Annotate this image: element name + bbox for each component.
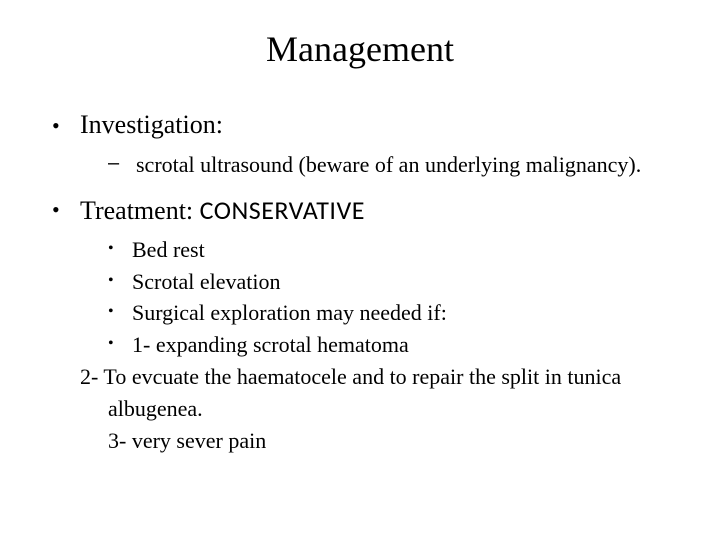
treatment-sublist: Bed rest Scrotal elevation Surgical expl… bbox=[80, 234, 690, 457]
treatment-bullet: Surgical exploration may needed if: bbox=[108, 297, 690, 329]
investigation-heading: Investigation: bbox=[80, 110, 223, 139]
section-investigation: Investigation: scrotal ultrasound (bewar… bbox=[52, 110, 690, 180]
treatment-heading-word: CONSERVATIVE bbox=[200, 194, 365, 226]
treatment-bullet: 1- expanding scrotal hematoma bbox=[108, 329, 690, 361]
treatment-bullet: Scrotal elevation bbox=[108, 266, 690, 298]
slide-title: Management bbox=[30, 28, 690, 70]
content-list: Investigation: scrotal ultrasound (bewar… bbox=[30, 110, 690, 457]
investigation-sub-item: scrotal ultrasound (beware of an underly… bbox=[108, 150, 690, 180]
treatment-plain-line: 3- very sever pain bbox=[108, 425, 690, 457]
treatment-bullet: Bed rest bbox=[108, 234, 690, 266]
section-treatment: Treatment: CONSERVATIVE Bed rest Scrotal… bbox=[52, 194, 690, 457]
treatment-plain-line: 2- To evcuate the haematocele and to rep… bbox=[108, 361, 690, 425]
investigation-sublist: scrotal ultrasound (beware of an underly… bbox=[80, 150, 690, 180]
treatment-heading-prefix: Treatment: bbox=[80, 196, 200, 225]
